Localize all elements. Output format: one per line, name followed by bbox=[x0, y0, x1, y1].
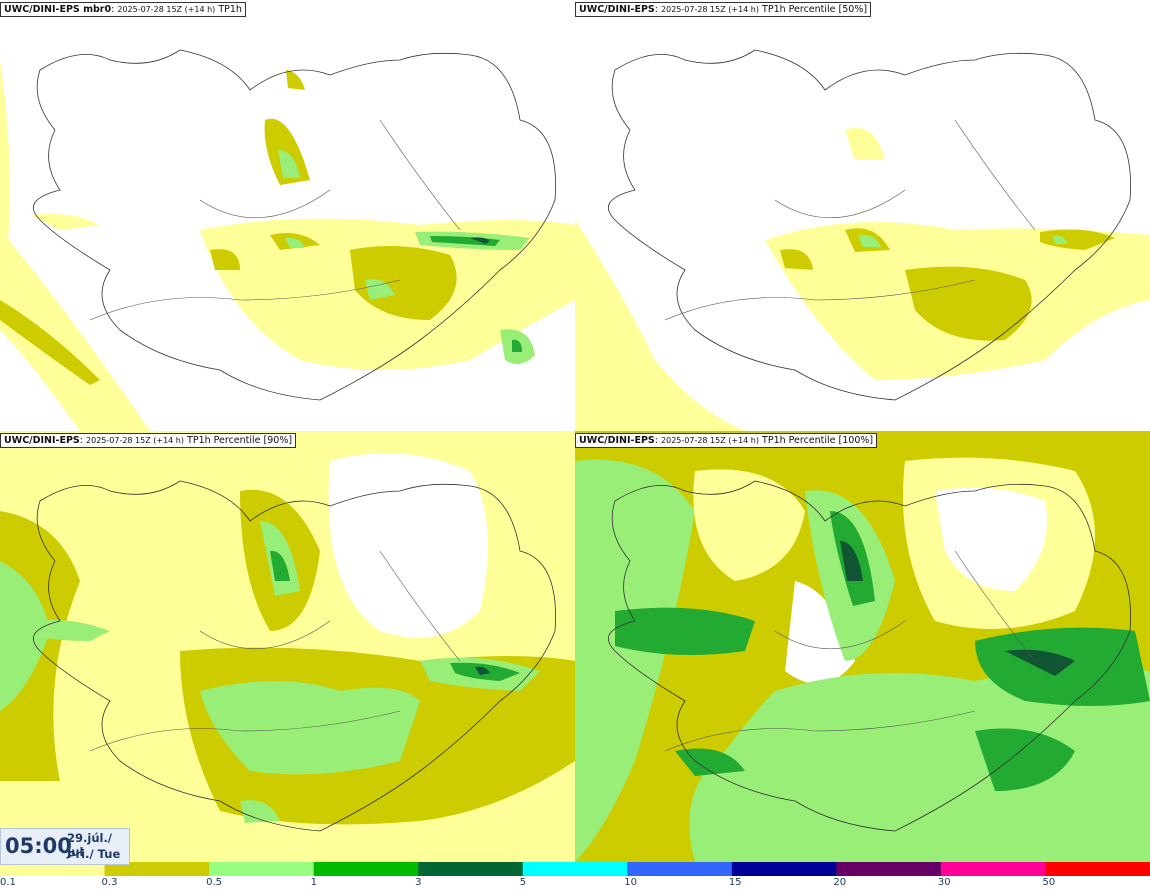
colorbar-tick-label: 0.1 bbox=[0, 877, 16, 888]
colorbar-tick-label: 15 bbox=[728, 877, 742, 888]
valid-hour: 05:00 bbox=[5, 834, 72, 858]
colorbar-ticks: 0.1 0.3 0.5 1 3 5 10 15 20 30 50 bbox=[0, 876, 1150, 891]
parameter: TP1h Percentile [50%] bbox=[762, 4, 868, 15]
colorbar-tick-label: 3 bbox=[415, 877, 422, 888]
colorbar-segment bbox=[1045, 862, 1150, 876]
colorbar-segment bbox=[627, 862, 733, 876]
colorbar-segment bbox=[313, 862, 419, 876]
colorbar-segment bbox=[209, 862, 315, 876]
colorbar-segment bbox=[418, 862, 524, 876]
colorbar-tick-label: 1 bbox=[310, 877, 317, 888]
model-name: UWC/DINI-EPS bbox=[579, 435, 655, 446]
colorbar-tick-label: 5 bbox=[519, 877, 527, 888]
colorbar-segment bbox=[104, 862, 210, 876]
panel-label: UWC/DINI-EPS mbr0: 2025-07-28 15Z (+14 h… bbox=[0, 2, 246, 17]
precip-map-mbr0 bbox=[0, 49, 575, 431]
colorbar-tick-label: 0.5 bbox=[206, 877, 222, 888]
run-time: 2025-07-28 15Z (+14 h) bbox=[661, 5, 759, 14]
map-panel-p100: UWC/DINI-EPS: 2025-07-28 15Z (+14 h) TP1… bbox=[575, 431, 1150, 862]
colorbar-segment bbox=[836, 862, 942, 876]
parameter: TP1h bbox=[218, 4, 242, 15]
colorbar bbox=[0, 862, 1150, 876]
parameter: TP1h Percentile [90%] bbox=[187, 435, 293, 446]
parameter: TP1h Percentile [100%] bbox=[762, 435, 874, 446]
model-name: UWC/DINI-EPS mbr0 bbox=[4, 4, 112, 15]
valid-date: 29.júl./ Jul bbox=[67, 831, 113, 859]
panel-label: UWC/DINI-EPS: 2025-07-28 15Z (+14 h) TP1… bbox=[575, 2, 872, 17]
map-panel-p50: UWC/DINI-EPS: 2025-07-28 15Z (+14 h) TP1… bbox=[575, 0, 1150, 431]
map-panel-p90: UWC/DINI-EPS: 2025-07-28 15Z (+14 h) TP1… bbox=[0, 431, 575, 862]
colorbar-segment bbox=[0, 862, 106, 876]
colorbar-tick-label: 0.3 bbox=[101, 877, 118, 888]
colorbar-tick-label: 10 bbox=[624, 877, 637, 888]
precip-map-p90 bbox=[0, 431, 575, 862]
panel-label: UWC/DINI-EPS: 2025-07-28 15Z (+14 h) TP1… bbox=[575, 433, 878, 448]
colorbar-tick-label: 50 bbox=[1042, 877, 1056, 888]
colorbar-tick-label: 30 bbox=[937, 877, 951, 888]
valid-time-box: 05:00 29.júl./ Jul Þri./ Tue bbox=[0, 828, 130, 865]
panel-label: UWC/DINI-EPS: 2025-07-28 15Z (+14 h) TP1… bbox=[0, 433, 297, 448]
precip-map-p50 bbox=[575, 49, 1150, 431]
run-time: 2025-07-28 15Z (+14 h) bbox=[661, 436, 759, 445]
model-name: UWC/DINI-EPS bbox=[4, 435, 80, 446]
precip-map-p100 bbox=[575, 431, 1150, 862]
run-time: 2025-07-28 15Z (+14 h) bbox=[117, 5, 216, 14]
run-time: 2025-07-28 15Z (+14 h) bbox=[86, 436, 184, 445]
colorbar-tick-label: 20 bbox=[833, 877, 847, 888]
colorbar-segment bbox=[940, 862, 1046, 876]
map-panel-mbr0: UWC/DINI-EPS mbr0: 2025-07-28 15Z (+14 h… bbox=[0, 0, 575, 431]
colorbar-segment bbox=[522, 862, 628, 876]
model-name: UWC/DINI-EPS bbox=[579, 4, 655, 15]
colorbar-segment bbox=[731, 862, 837, 876]
valid-day: Þri./ Tue bbox=[67, 847, 121, 861]
